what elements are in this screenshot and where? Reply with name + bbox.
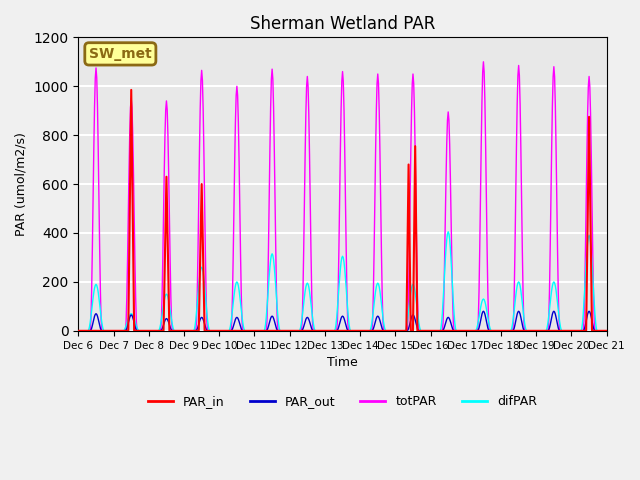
difPAR: [602, 328, 610, 334]
difPAR: [84, 328, 92, 334]
difPAR: [422, 328, 429, 334]
PAR_out: [422, 328, 429, 334]
Line: totPAR: totPAR: [79, 62, 606, 331]
X-axis label: Time: Time: [327, 356, 358, 369]
Y-axis label: PAR (umol/m2/s): PAR (umol/m2/s): [15, 132, 28, 236]
difPAR: [192, 317, 200, 323]
PAR_in: [602, 328, 610, 334]
Text: SW_met: SW_met: [89, 47, 152, 61]
totPAR: [192, 328, 200, 334]
totPAR: [479, 59, 487, 65]
totPAR: [602, 328, 610, 334]
totPAR: [138, 328, 146, 334]
difPAR: [406, 295, 414, 301]
PAR_out: [75, 328, 83, 334]
difPAR: [444, 229, 452, 235]
PAR_out: [192, 328, 200, 334]
difPAR: [138, 328, 146, 334]
difPAR: [75, 328, 83, 334]
Title: Sherman Wetland PAR: Sherman Wetland PAR: [250, 15, 435, 33]
PAR_out: [138, 328, 146, 334]
PAR_in: [75, 328, 83, 334]
Line: PAR_out: PAR_out: [79, 311, 606, 331]
PAR_out: [479, 308, 487, 314]
totPAR: [406, 200, 414, 205]
PAR_in: [84, 328, 92, 334]
PAR_in: [193, 328, 200, 334]
PAR_out: [220, 328, 228, 334]
PAR_in: [127, 87, 135, 93]
totPAR: [422, 328, 429, 334]
PAR_out: [84, 328, 92, 334]
Line: PAR_in: PAR_in: [79, 90, 606, 331]
totPAR: [75, 328, 83, 334]
Legend: PAR_in, PAR_out, totPAR, difPAR: PAR_in, PAR_out, totPAR, difPAR: [143, 390, 542, 413]
PAR_in: [422, 328, 430, 334]
difPAR: [220, 328, 228, 334]
totPAR: [84, 328, 92, 334]
PAR_in: [407, 328, 415, 334]
PAR_in: [139, 328, 147, 334]
PAR_in: [221, 328, 228, 334]
PAR_out: [406, 320, 414, 326]
totPAR: [220, 328, 228, 334]
Line: difPAR: difPAR: [79, 232, 606, 331]
PAR_out: [602, 328, 610, 334]
